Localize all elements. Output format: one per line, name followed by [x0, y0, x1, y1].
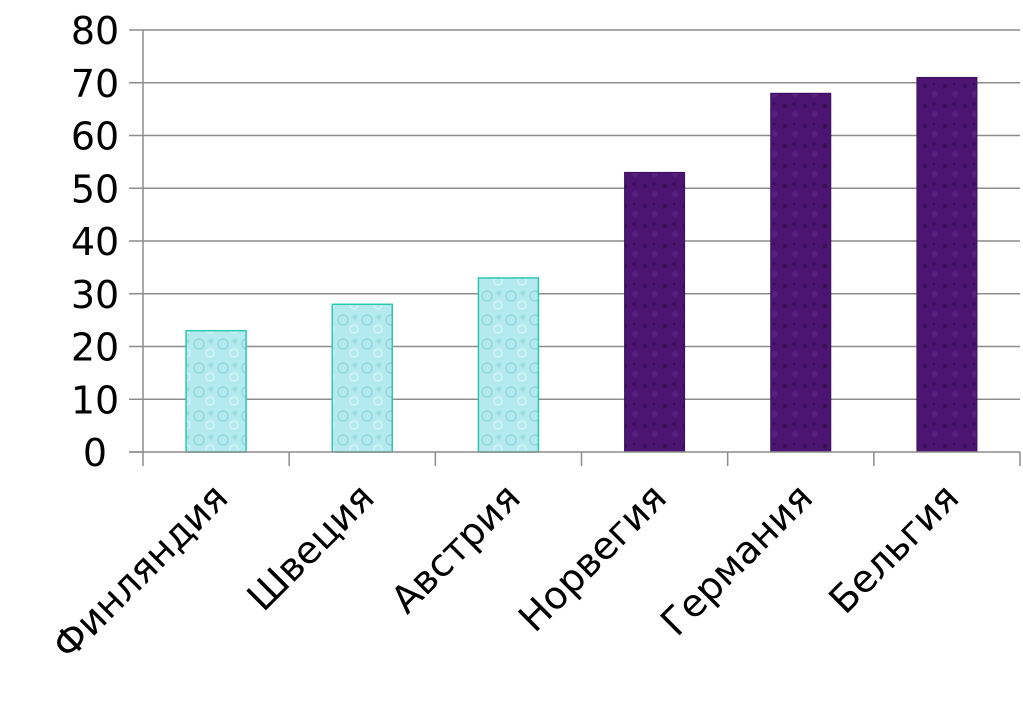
y-tick-label: 30 [71, 273, 119, 317]
y-tick-label: 50 [71, 167, 119, 211]
x-tick-label: Австрия [382, 475, 528, 621]
y-tick-label: 80 [71, 9, 119, 53]
y-tick-label: 60 [71, 115, 119, 159]
bar-0 [185, 329, 247, 453]
bar-1 [331, 303, 393, 453]
x-tick-label: Норвегия [510, 475, 675, 640]
y-tick-labels: 0 10 20 30 40 50 60 70 80 [71, 9, 119, 475]
axes [129, 29, 1021, 466]
y-tick-label: 10 [71, 378, 119, 422]
y-tick-label: 20 [71, 326, 119, 370]
y-tick-label: 70 [71, 62, 119, 106]
x-tick-label: Швеция [238, 475, 382, 619]
bar-3 [624, 171, 686, 453]
y-tick-label: 40 [71, 220, 119, 264]
bar-5 [916, 76, 978, 453]
gridlines [143, 29, 1020, 400]
x-tick-label: Германия [652, 475, 821, 644]
bar-4 [770, 92, 832, 453]
y-tick-label: 0 [83, 431, 107, 475]
x-tick-label: Финляндия [44, 475, 236, 667]
bar-2 [477, 277, 540, 453]
x-tick-label: Бельгия [820, 475, 967, 622]
bars [185, 76, 978, 453]
